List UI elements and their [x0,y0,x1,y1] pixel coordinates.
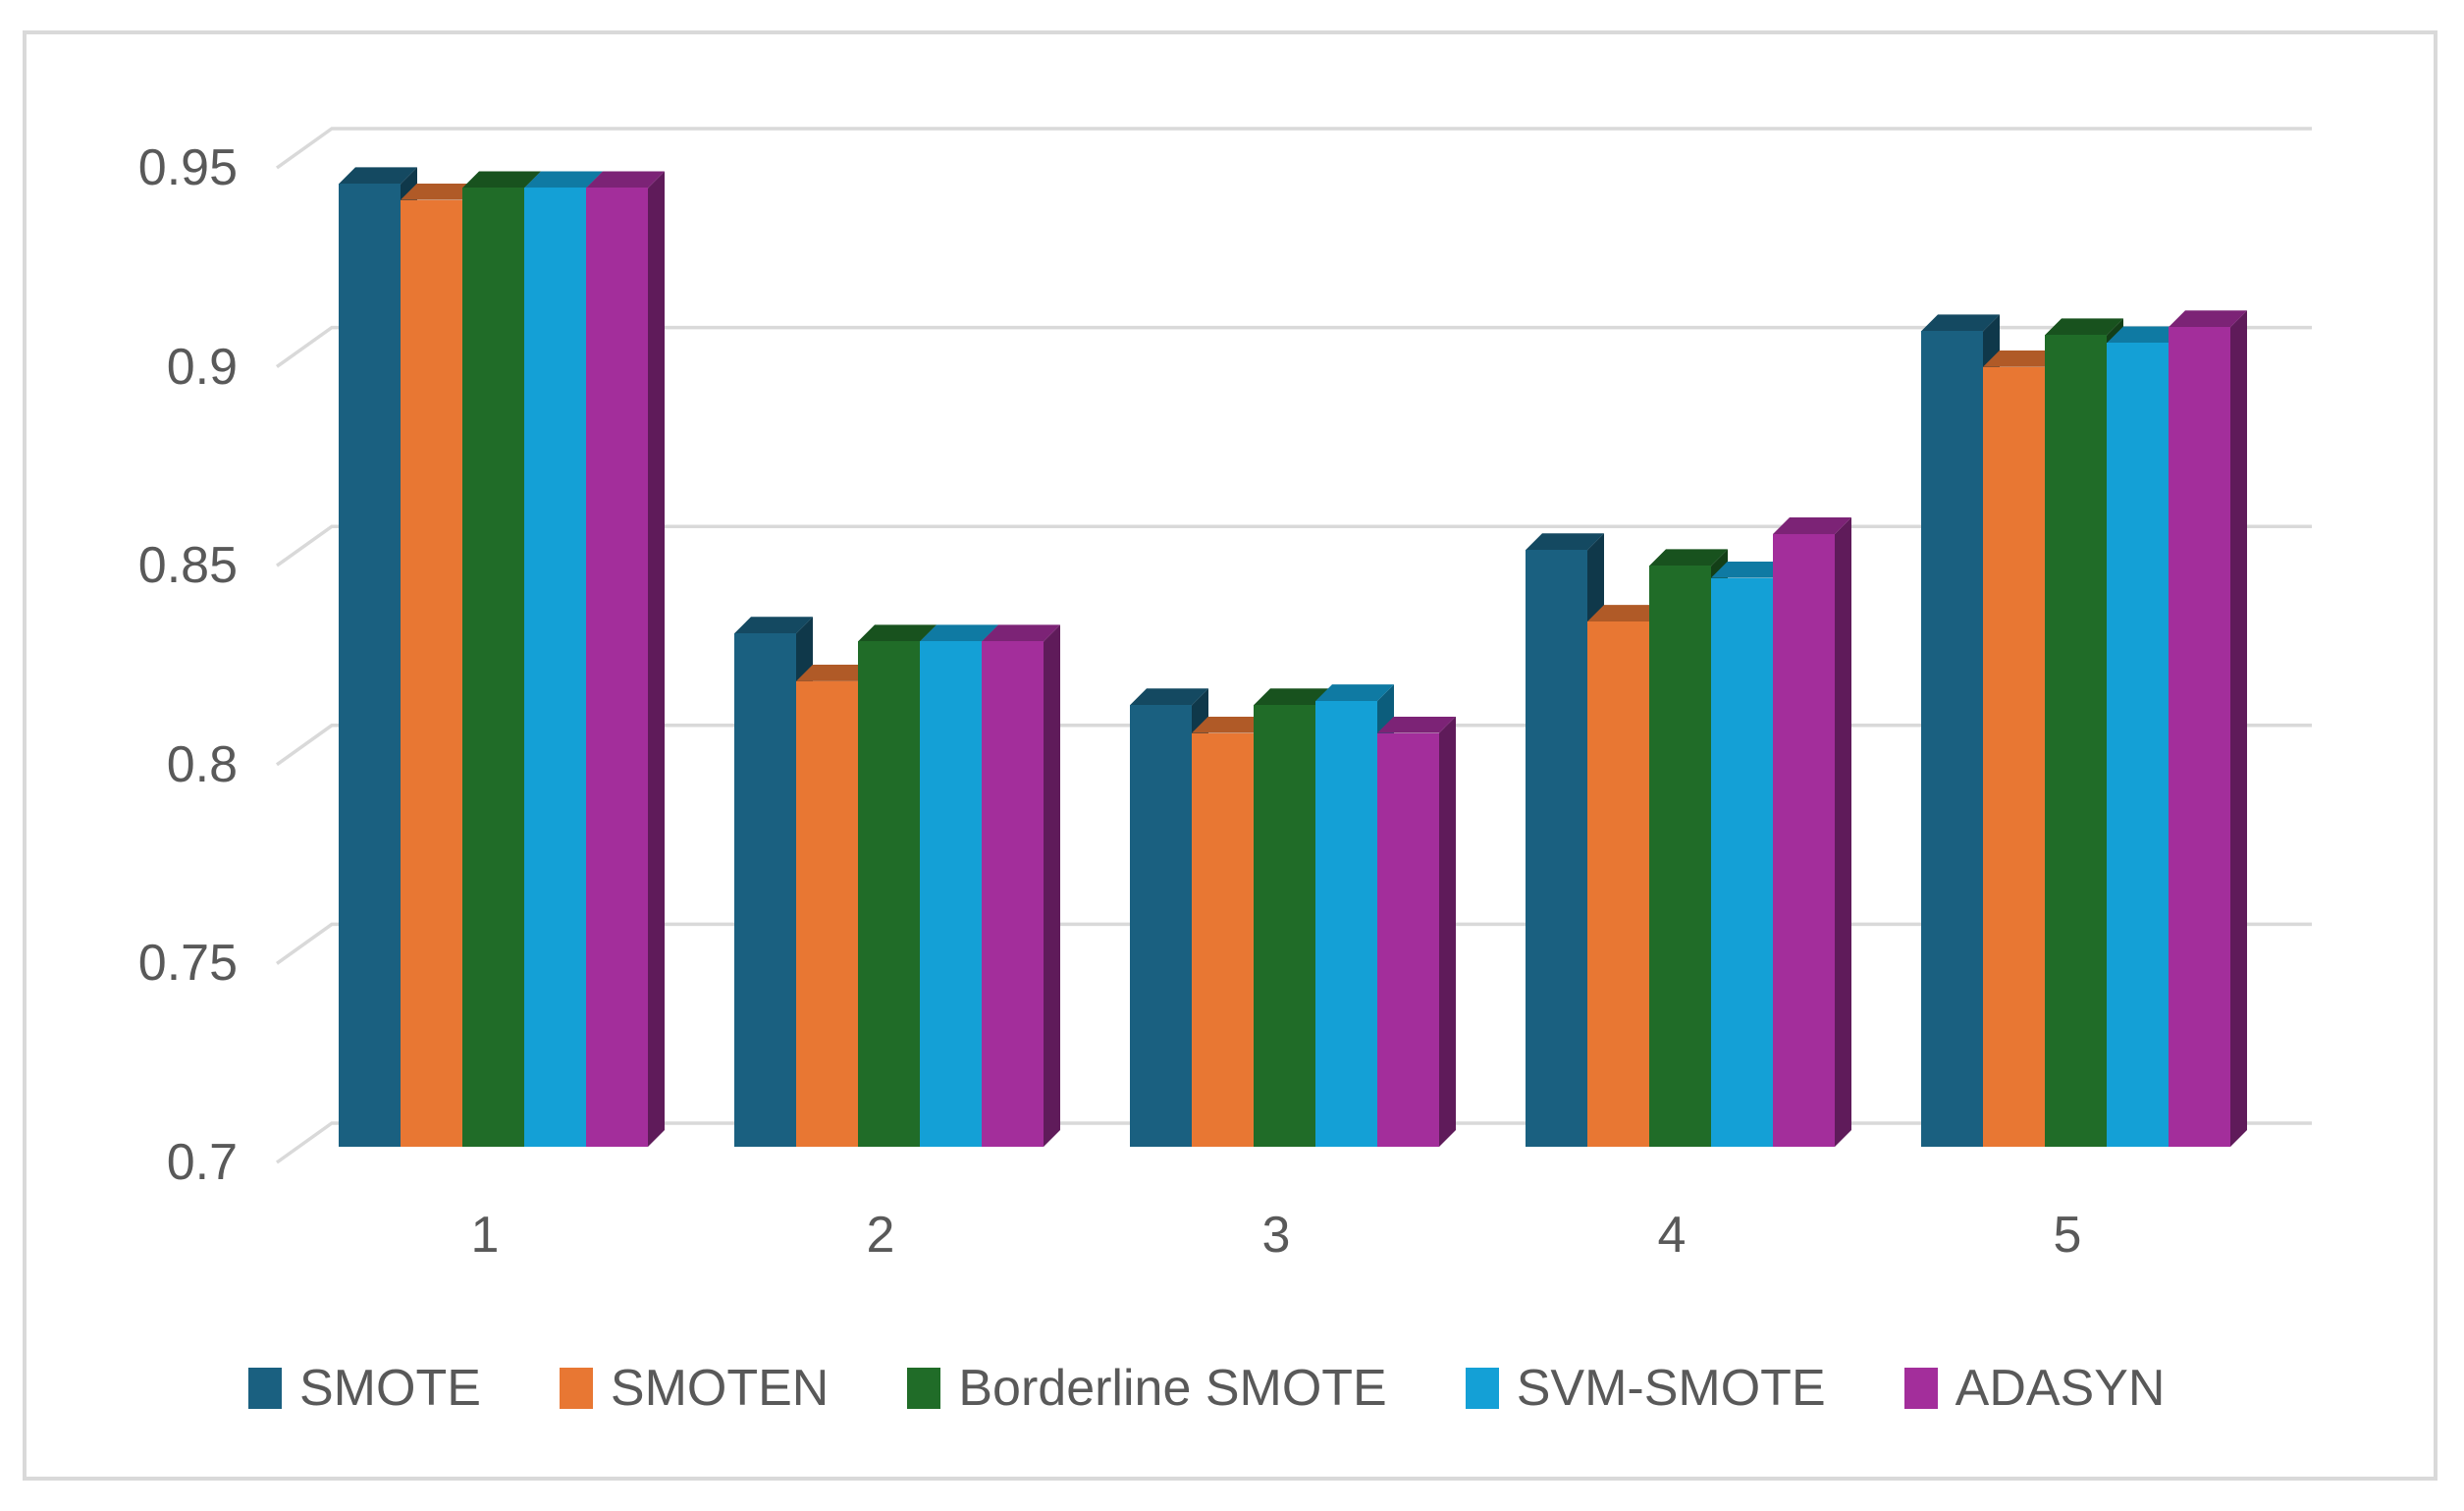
bar-SMOTE-cat-2 [734,633,796,1147]
bar-SVM-SMOTE-cat-5 [2107,343,2169,1147]
bar-side-face [1439,717,1456,1147]
bar-top-face [339,167,417,185]
bar-SMOTE-cat-4 [1526,550,1587,1147]
legend-item: SMOTE [248,1359,481,1418]
x-category-label: 3 [1261,1207,1291,1264]
legend-swatch [907,1368,941,1409]
bar-SMOTE-cat-3 [1130,705,1192,1147]
bar-top-face [1649,549,1728,567]
bar-top-face [1773,516,1851,534]
bar-ADASYN-cat-1 [586,188,648,1147]
legend-label: SMOTE [299,1360,481,1417]
bar-side-face [1044,624,1060,1147]
bar-SMOTEN-cat-3 [1192,732,1254,1147]
bar-top-face [462,171,541,189]
bar-top-face [1587,605,1666,622]
bar-top-face [524,171,603,189]
legend-swatch [1465,1368,1499,1409]
bar-top-face [401,183,479,200]
legend-label: SMOTEN [610,1360,830,1417]
bar-Borderline SMOTE-cat-5 [2045,335,2107,1147]
bar-Borderline SMOTE-cat-1 [462,188,524,1147]
bar-SVM-SMOTE-cat-4 [1711,577,1773,1147]
bar-top-face [2107,326,2185,344]
bar-top-face [858,624,937,642]
bar-SMOTEN-cat-2 [796,680,858,1147]
bar-top-face [1983,350,2062,367]
bar-ADASYN-cat-5 [2169,327,2230,1147]
bar-top-face [1315,684,1394,702]
gridline [275,524,2312,567]
bar-SMOTEN-cat-1 [401,199,462,1147]
bar-SMOTE-cat-5 [1921,331,1983,1147]
bar-top-face [2045,318,2123,336]
legend-label: ADASYN [1955,1360,2166,1417]
bar-top-face [734,617,813,634]
gridline [275,325,2312,369]
legend: SMOTE SMOTEN Borderline SMOTE SVM-SMOTE ADAS… [248,1359,2165,1418]
bar-SMOTEN-cat-4 [1587,621,1649,1147]
bar-top-face [920,624,998,642]
bar-top-face [1192,716,1270,733]
bar-Borderline SMOTE-cat-3 [1254,705,1315,1147]
x-category-label: 1 [470,1207,500,1264]
bar-top-face [1921,314,2000,332]
y-tick-label: 0.85 [137,537,238,595]
chart-outer-border [23,30,2437,1481]
bar-side-face [648,171,665,1147]
bar-top-face [982,624,1060,642]
legend-item: SVM-SMOTE [1465,1359,1826,1418]
legend-item: ADASYN [1903,1359,2166,1418]
legend-label: Borderline SMOTE [958,1360,1387,1417]
bar-top-face [1377,716,1456,733]
bar-side-face [2230,310,2247,1147]
bar-SVM-SMOTE-cat-1 [524,188,586,1147]
bar-top-face [1526,533,1604,551]
x-category-label: 5 [2053,1207,2082,1264]
bar-Borderline SMOTE-cat-4 [1649,566,1711,1147]
bar-Borderline SMOTE-cat-2 [858,641,920,1147]
bar-top-face [796,664,875,681]
bar-SMOTEN-cat-5 [1983,366,2045,1147]
y-tick-label: 0.8 [166,735,238,793]
y-tick-label: 0.9 [166,338,238,396]
x-category-label: 2 [866,1207,895,1264]
bar-top-face [1130,688,1208,706]
bar-SVM-SMOTE-cat-3 [1315,701,1377,1147]
legend-label: SVM-SMOTE [1516,1360,1826,1417]
legend-item: SMOTEN [559,1359,830,1418]
legend-swatch [559,1368,593,1409]
bar-ADASYN-cat-3 [1377,732,1439,1147]
bar-side-face [1835,517,1851,1147]
legend-swatch [1903,1368,1938,1409]
gridline [275,127,2312,170]
y-tick-label: 0.75 [137,935,238,993]
bar-top-face [586,171,665,189]
bar-ADASYN-cat-4 [1773,533,1835,1147]
bar-top-face [2169,310,2247,328]
bar-ADASYN-cat-2 [982,641,1044,1147]
y-tick-label: 0.95 [137,139,238,196]
bar-SMOTE-cat-1 [339,184,401,1147]
x-category-label: 4 [1657,1207,1687,1264]
y-tick-label: 0.7 [166,1134,238,1191]
legend-swatch [248,1368,282,1409]
legend-item: Borderline SMOTE [907,1359,1387,1418]
bar-top-face [1711,561,1790,578]
bar-SVM-SMOTE-cat-2 [920,641,982,1147]
bar-top-face [1254,688,1332,706]
